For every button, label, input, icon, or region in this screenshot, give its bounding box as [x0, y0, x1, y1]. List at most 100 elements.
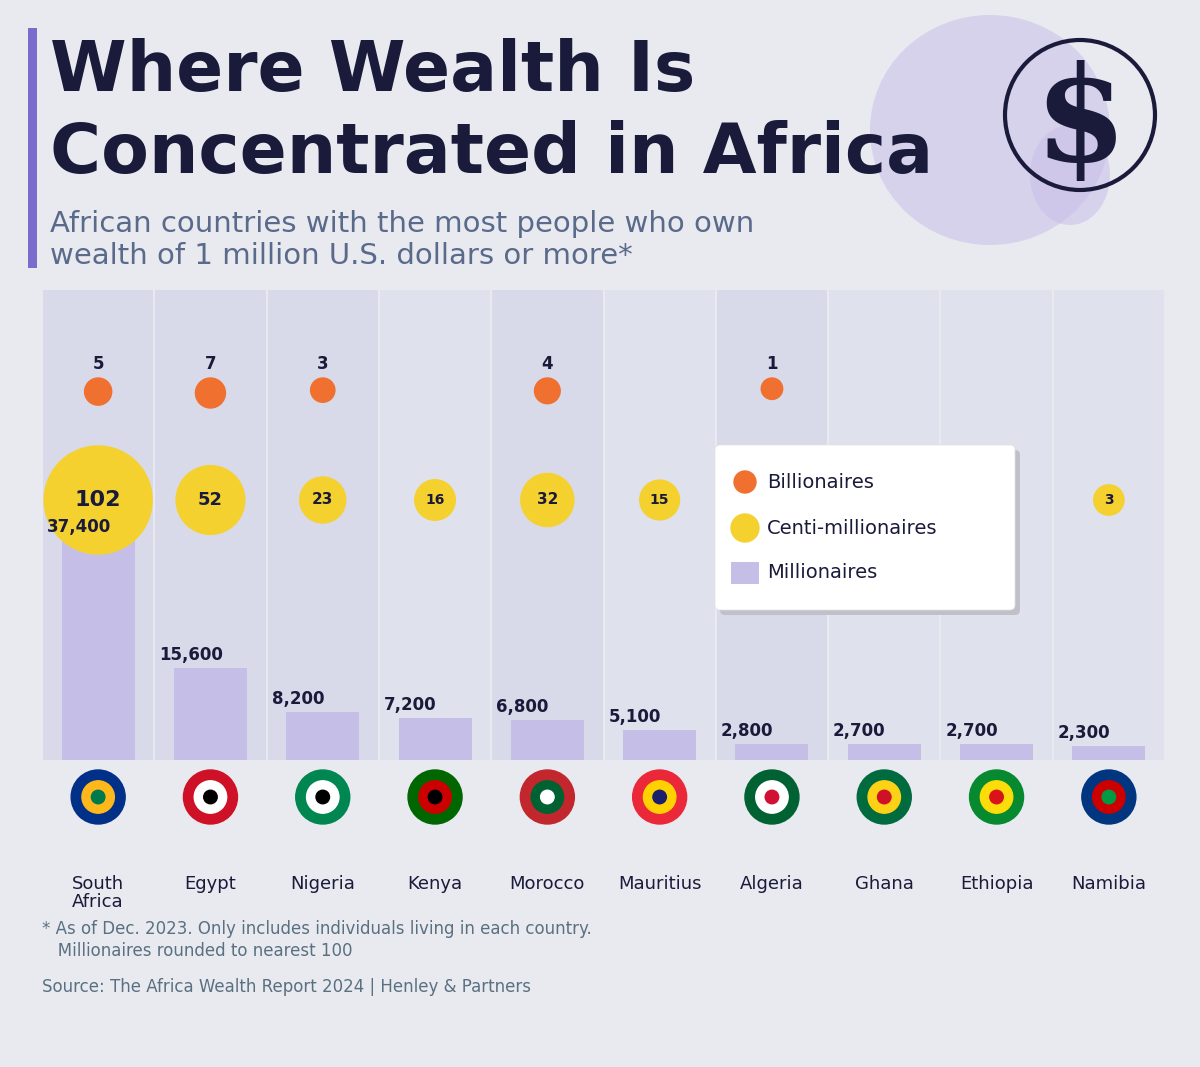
FancyBboxPatch shape	[43, 290, 154, 760]
Circle shape	[415, 480, 455, 521]
Text: 2,700: 2,700	[946, 722, 998, 740]
Text: 4: 4	[541, 355, 553, 373]
Text: 4: 4	[880, 493, 889, 507]
Circle shape	[970, 770, 1024, 824]
Text: 3: 3	[317, 355, 329, 373]
Circle shape	[1102, 791, 1116, 803]
Text: 8,200: 8,200	[271, 689, 324, 707]
Circle shape	[632, 770, 686, 824]
Text: Ethiopia: Ethiopia	[960, 875, 1033, 893]
Ellipse shape	[870, 15, 1110, 245]
Text: Nigeria: Nigeria	[290, 875, 355, 893]
Circle shape	[990, 791, 1003, 803]
Text: Namibia: Namibia	[1072, 875, 1146, 893]
Text: 2,300: 2,300	[1057, 724, 1110, 743]
Circle shape	[184, 770, 238, 824]
FancyBboxPatch shape	[511, 720, 584, 760]
FancyBboxPatch shape	[61, 540, 134, 760]
Circle shape	[1093, 484, 1124, 515]
Circle shape	[300, 477, 346, 523]
Text: 52: 52	[198, 491, 223, 509]
Text: 37,400: 37,400	[47, 517, 112, 536]
FancyBboxPatch shape	[398, 718, 472, 760]
Circle shape	[868, 781, 900, 813]
Text: Mauritius: Mauritius	[618, 875, 701, 893]
Text: Egypt: Egypt	[185, 875, 236, 893]
Circle shape	[419, 781, 451, 813]
FancyBboxPatch shape	[155, 290, 265, 760]
FancyBboxPatch shape	[623, 730, 696, 760]
Circle shape	[766, 791, 779, 803]
FancyBboxPatch shape	[1054, 290, 1164, 760]
FancyBboxPatch shape	[847, 744, 920, 760]
Text: 7,200: 7,200	[384, 696, 437, 714]
Text: Africa: Africa	[72, 893, 124, 911]
Circle shape	[640, 480, 679, 520]
Text: 8: 8	[767, 493, 776, 507]
Circle shape	[521, 474, 574, 526]
Text: wealth of 1 million U.S. dollars or more*: wealth of 1 million U.S. dollars or more…	[50, 242, 632, 270]
Text: 3: 3	[1104, 493, 1114, 507]
Text: 6,800: 6,800	[497, 698, 548, 716]
Circle shape	[428, 791, 442, 803]
Text: 4: 4	[991, 493, 1002, 507]
FancyBboxPatch shape	[715, 445, 1015, 610]
Circle shape	[71, 770, 125, 824]
FancyBboxPatch shape	[174, 668, 247, 760]
FancyBboxPatch shape	[28, 28, 37, 268]
Circle shape	[534, 378, 560, 403]
FancyBboxPatch shape	[720, 450, 1020, 615]
Text: Billionaires: Billionaires	[767, 473, 874, 492]
Circle shape	[731, 514, 760, 542]
Text: Morocco: Morocco	[510, 875, 586, 893]
Circle shape	[653, 791, 666, 803]
Text: Millionaires: Millionaires	[767, 563, 877, 583]
Text: Millionaires rounded to nearest 100: Millionaires rounded to nearest 100	[42, 942, 353, 960]
Circle shape	[408, 770, 462, 824]
Circle shape	[82, 781, 114, 813]
Text: 23: 23	[312, 493, 334, 508]
FancyBboxPatch shape	[287, 712, 359, 760]
FancyBboxPatch shape	[960, 744, 1033, 760]
Text: 5: 5	[92, 355, 104, 373]
Circle shape	[643, 781, 676, 813]
Text: Concentrated in Africa: Concentrated in Africa	[50, 120, 934, 187]
FancyBboxPatch shape	[942, 290, 1051, 760]
Text: South: South	[72, 875, 125, 893]
Circle shape	[857, 770, 911, 824]
Text: 15,600: 15,600	[160, 647, 223, 665]
FancyBboxPatch shape	[1073, 747, 1145, 760]
FancyBboxPatch shape	[605, 290, 715, 760]
Circle shape	[204, 791, 217, 803]
FancyBboxPatch shape	[492, 290, 602, 760]
Text: 102: 102	[74, 490, 121, 510]
Circle shape	[877, 791, 890, 803]
FancyBboxPatch shape	[380, 290, 491, 760]
Circle shape	[761, 378, 782, 399]
Text: Where Wealth Is: Where Wealth Is	[50, 38, 695, 105]
Circle shape	[91, 791, 104, 803]
Circle shape	[1093, 781, 1126, 813]
Circle shape	[176, 465, 245, 535]
Circle shape	[756, 781, 788, 813]
Circle shape	[311, 378, 335, 402]
Text: 2,800: 2,800	[721, 721, 773, 739]
Text: $: $	[1034, 60, 1126, 189]
Text: 2,700: 2,700	[833, 722, 886, 740]
Circle shape	[1082, 770, 1136, 824]
Text: 16: 16	[425, 493, 445, 507]
Circle shape	[980, 484, 1012, 515]
Circle shape	[306, 781, 338, 813]
Text: Source: The Africa Wealth Report 2024 | Henley & Partners: Source: The Africa Wealth Report 2024 | …	[42, 978, 530, 996]
FancyBboxPatch shape	[716, 290, 827, 760]
Text: Kenya: Kenya	[408, 875, 463, 893]
Circle shape	[532, 781, 564, 813]
Circle shape	[745, 770, 799, 824]
Text: 1: 1	[766, 355, 778, 373]
Text: 7: 7	[205, 355, 216, 373]
Circle shape	[295, 770, 349, 824]
FancyBboxPatch shape	[268, 290, 378, 760]
Ellipse shape	[1030, 125, 1110, 225]
FancyBboxPatch shape	[829, 290, 940, 760]
Text: * As of Dec. 2023. Only includes individuals living in each country.: * As of Dec. 2023. Only includes individ…	[42, 920, 592, 938]
